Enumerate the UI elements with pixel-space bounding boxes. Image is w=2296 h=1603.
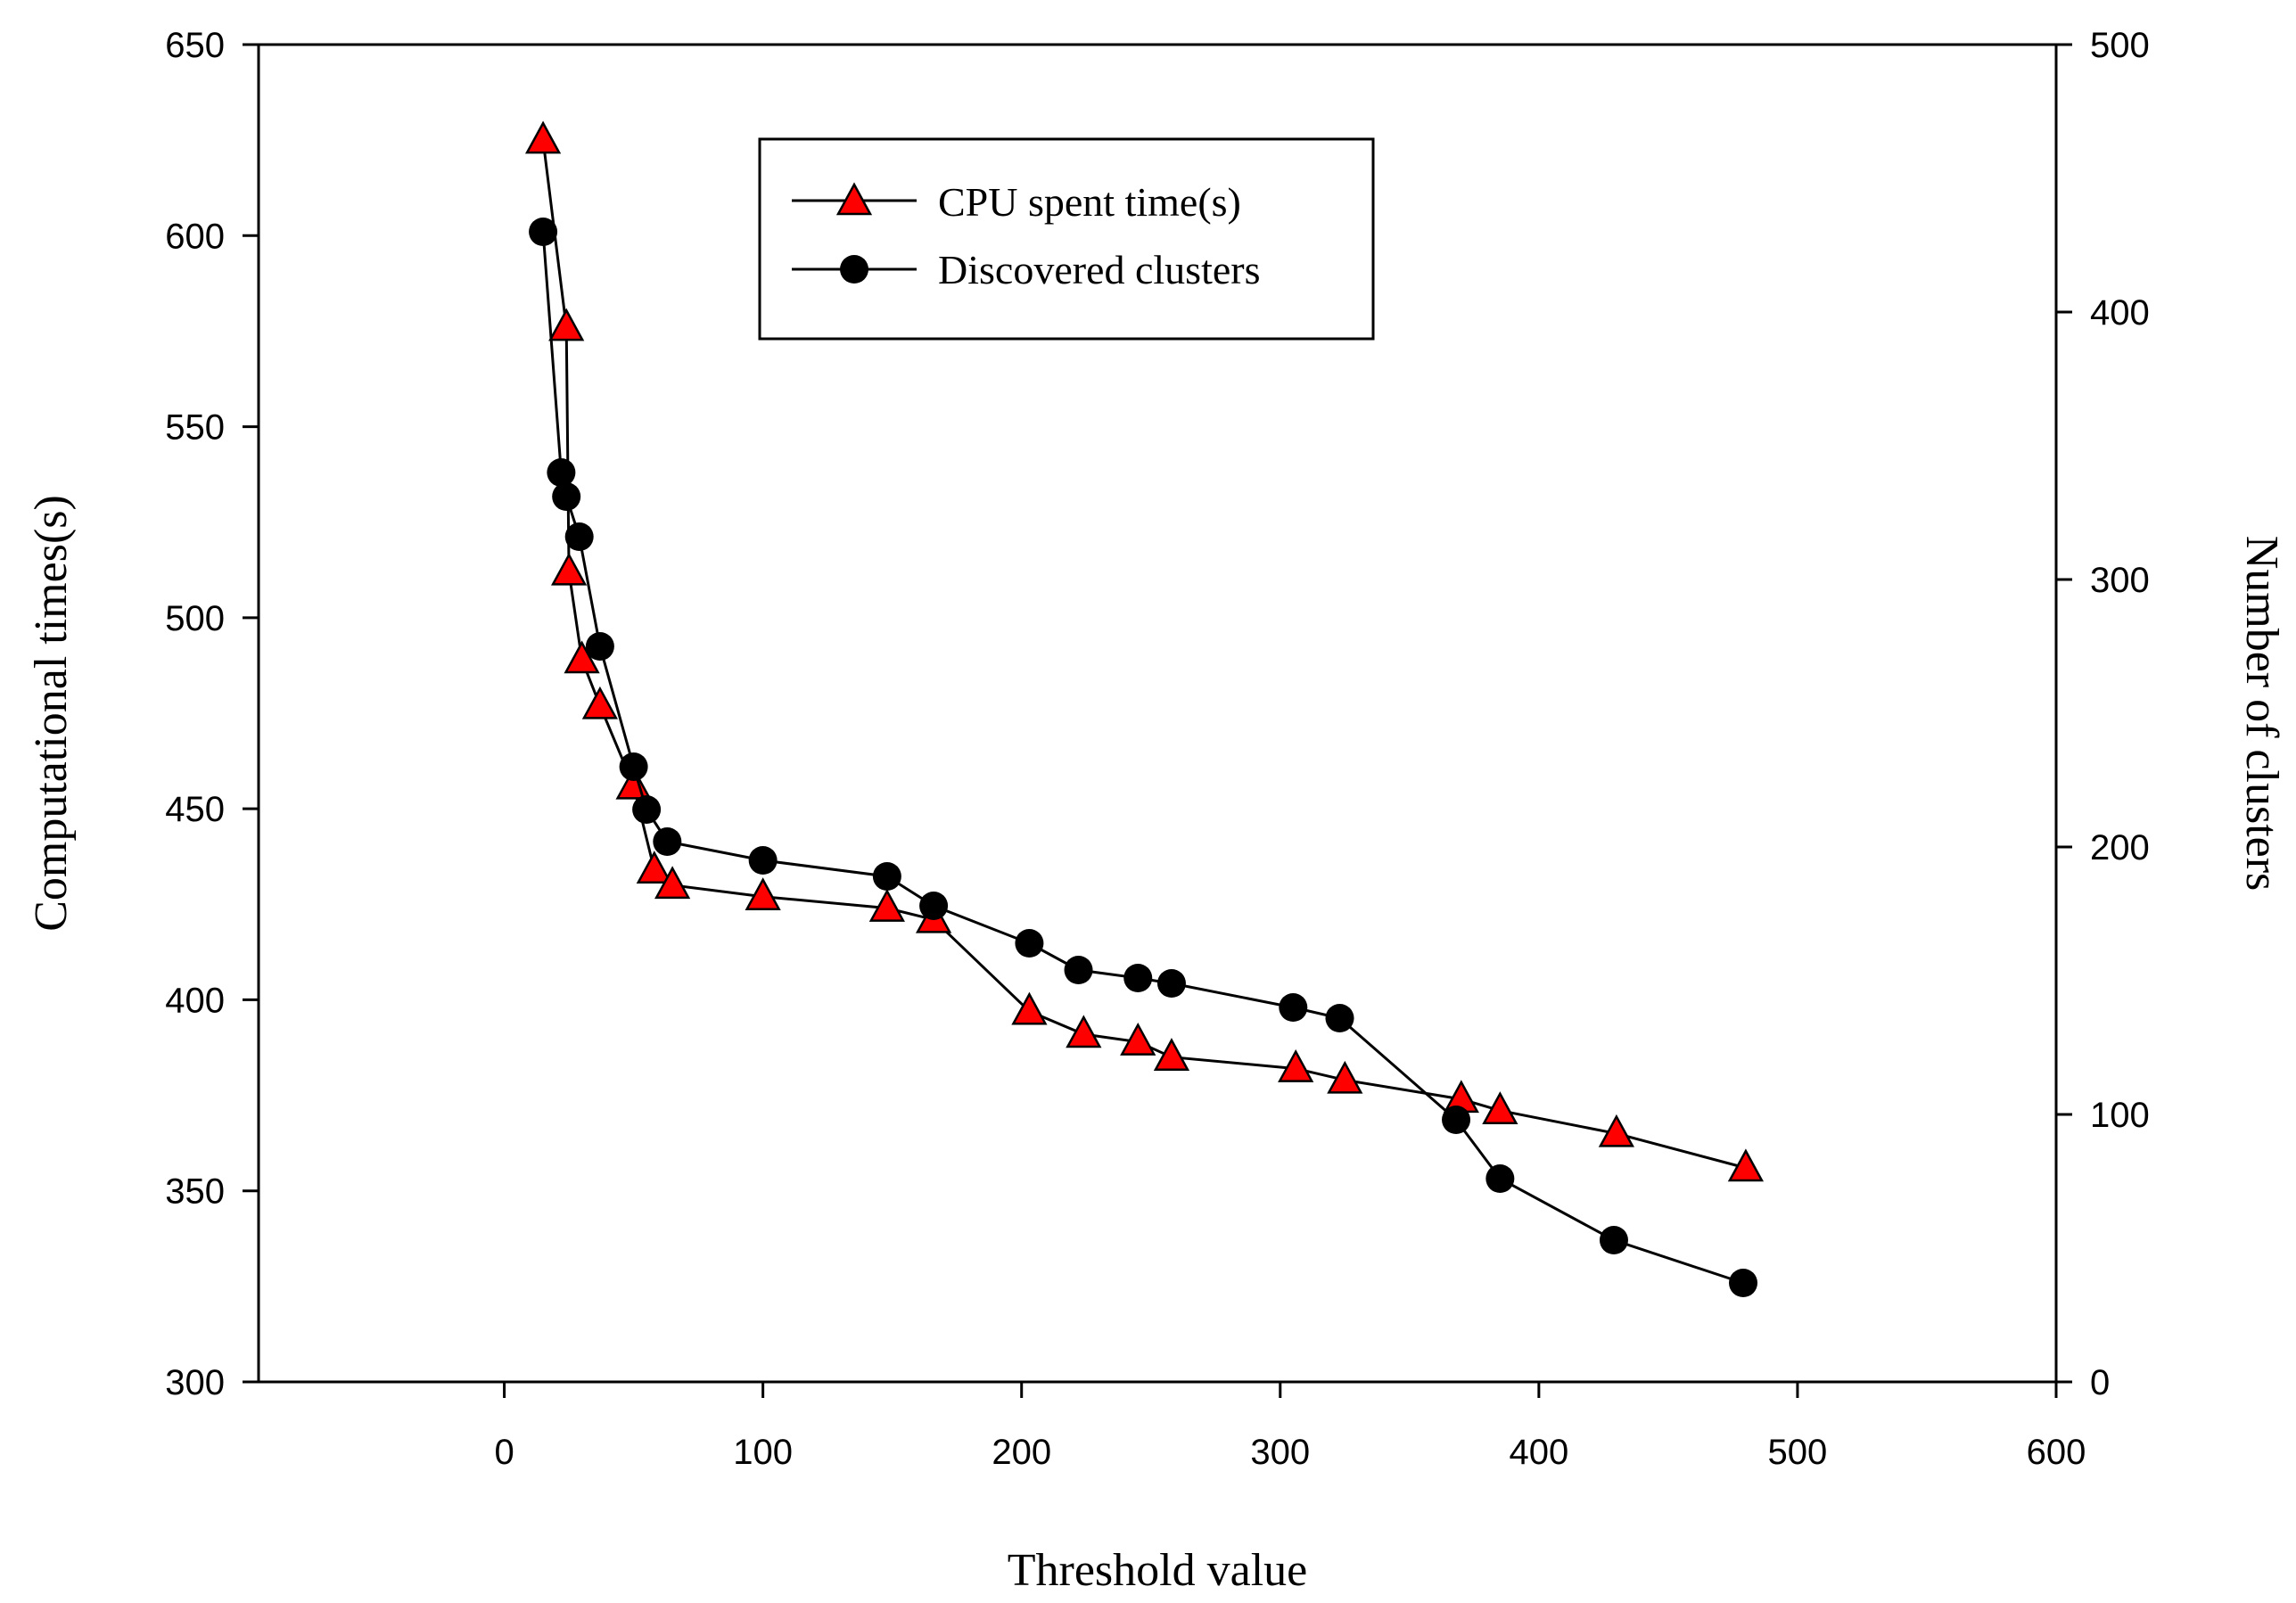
series-layer [524, 120, 1765, 1297]
data-point-circle [872, 862, 901, 891]
bottom-axis-ticks: 0 100 200 300 400 500 600 [494, 1382, 2086, 1472]
x-tick-label: 200 [992, 1433, 1051, 1472]
data-point-circle [1485, 1164, 1515, 1193]
data-point-circle [1064, 956, 1093, 984]
y-left-tick-label: 400 [165, 981, 225, 1020]
data-point-triangle [1120, 1022, 1156, 1056]
legend-box [758, 137, 1375, 341]
data-point-circle [748, 846, 778, 875]
y-right-tick-label: 100 [2090, 1096, 2150, 1135]
x-tick-label: 0 [494, 1433, 514, 1472]
data-point-circle [564, 522, 594, 551]
x-tick-label: 500 [1768, 1433, 1828, 1472]
legend-marker-cpu [835, 182, 873, 216]
y-left-tick-label: 300 [165, 1363, 225, 1402]
data-point-circle [653, 827, 682, 856]
right-axis-ticks: 0 100 200 300 400 500 [2056, 26, 2150, 1402]
data-point-triangle [581, 686, 619, 719]
x-tick-label: 400 [1509, 1433, 1568, 1472]
y-right-tick-label: 400 [2090, 293, 2150, 333]
data-point-circle [547, 458, 576, 487]
y-right-tick-label: 300 [2090, 561, 2150, 600]
data-point-triangle [1598, 1114, 1634, 1147]
y-right-tick-label: 200 [2090, 828, 2150, 867]
x-axis-title: Threshold value [1008, 1545, 1307, 1596]
data-point-circle [1599, 1226, 1628, 1254]
data-point-triangle [1278, 1048, 1314, 1082]
data-point-circle [632, 795, 662, 824]
data-point-circle [552, 482, 581, 511]
data-point-triangle [548, 308, 585, 341]
data-point-triangle [654, 866, 691, 900]
data-point-circle [1015, 929, 1044, 958]
y-left-tick-label: 450 [165, 790, 225, 829]
data-point-circle [1325, 1004, 1354, 1032]
y-right-axis-title: Number of clusters [2236, 536, 2287, 892]
y-left-tick-label: 350 [165, 1172, 225, 1212]
legend: CPU spent time(s) Discovered clusters [758, 137, 1375, 341]
data-point-triangle [524, 120, 562, 154]
data-point-triangle [1482, 1091, 1518, 1124]
data-point-triangle [745, 877, 781, 910]
data-point-triangle [1727, 1148, 1765, 1182]
x-tick-label: 300 [1250, 1433, 1310, 1472]
y-left-tick-label: 650 [165, 26, 225, 65]
data-point-circle [1729, 1269, 1758, 1297]
data-point-circle [619, 752, 648, 781]
left-axis-ticks: 300 350 400 450 500 550 600 650 [165, 26, 259, 1402]
data-point-triangle [1153, 1038, 1190, 1071]
data-point-circle [919, 892, 949, 920]
data-point-circle [1156, 969, 1186, 998]
series-line [541, 231, 1744, 1285]
data-point-circle [1123, 964, 1153, 992]
y-left-tick-label: 600 [165, 217, 225, 256]
legend-label-cpu: CPU spent time(s) [938, 179, 1241, 225]
data-point-triangle [636, 851, 672, 884]
plot-frame [257, 43, 2058, 1384]
y-right-tick-label: 500 [2090, 26, 2150, 65]
data-point-triangle [1327, 1060, 1363, 1094]
y-left-tick-label: 550 [165, 408, 225, 448]
x-tick-label: 100 [733, 1433, 793, 1472]
data-point-circle [1279, 993, 1308, 1022]
data-point-circle [529, 218, 558, 246]
y-left-tick-label: 500 [165, 599, 225, 638]
legend-marker-clusters [840, 255, 868, 284]
data-point-triangle [564, 640, 600, 674]
data-point-triangle [868, 888, 905, 922]
y-left-axis-title: Computational times(s) [26, 495, 77, 932]
data-point-triangle [1066, 1015, 1102, 1048]
data-point-triangle [1011, 991, 1048, 1025]
legend-label-clusters: Discovered clusters [938, 247, 1261, 292]
series-clusters [529, 218, 1758, 1297]
data-point-circle [585, 632, 614, 661]
x-tick-label: 600 [2027, 1433, 2086, 1472]
y-right-tick-label: 0 [2090, 1363, 2110, 1402]
data-point-triangle [550, 552, 588, 586]
data-point-circle [1442, 1106, 1471, 1134]
